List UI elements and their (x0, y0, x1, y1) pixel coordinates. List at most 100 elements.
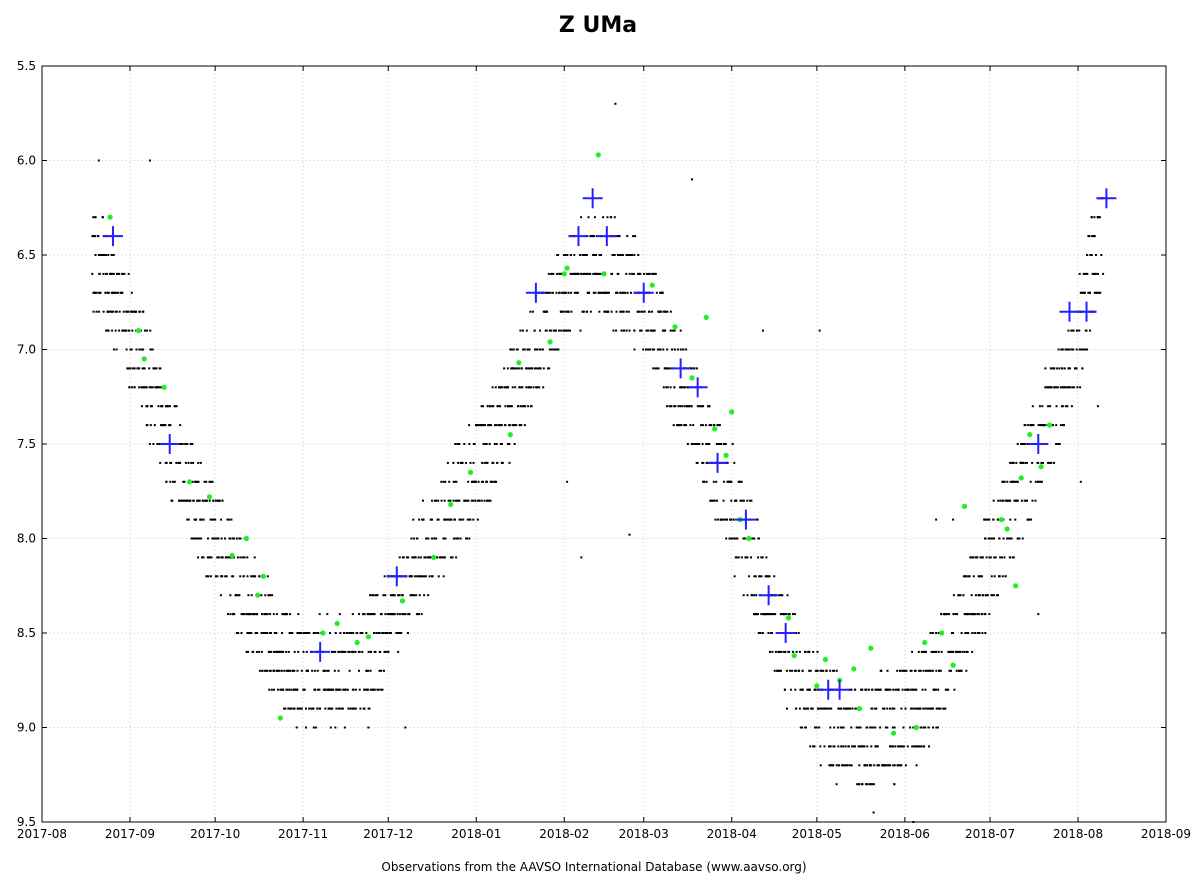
visual-observation-point (986, 556, 988, 558)
visual-observation-point (379, 651, 381, 653)
visual-observation-point (285, 689, 287, 691)
visual-observation-point (967, 613, 969, 615)
visual-observation-point (870, 764, 872, 766)
visual-observation-point (854, 708, 856, 710)
visual-observation-point (379, 670, 381, 672)
visual-observation-point (496, 443, 498, 445)
visual-observation-point (375, 651, 377, 653)
visual-observation-point (1006, 538, 1008, 540)
visual-observation-point (1090, 254, 1092, 256)
visual-observation-point (999, 556, 1001, 558)
visual-observation-point (271, 594, 273, 596)
visual-observation-point (468, 424, 470, 426)
visual-observation-point (879, 689, 881, 691)
visual-observation-point (355, 689, 357, 691)
visual-observation-point (818, 708, 820, 710)
visual-observation-point (873, 764, 875, 766)
visual-observation-point (880, 670, 882, 672)
visual-observation-point (981, 632, 983, 634)
visual-observation-point (840, 708, 842, 710)
visual-observation-point (702, 424, 704, 426)
visual-observation-point (932, 632, 934, 634)
visual-observation-point (256, 632, 258, 634)
visual-observation-point (457, 538, 459, 540)
visual-observation-point (156, 386, 158, 388)
visual-observation-point (368, 651, 370, 653)
visual-observation-point (757, 519, 759, 521)
visual-observation-point (994, 575, 996, 577)
visual-observation-point (440, 481, 442, 483)
visual-observation-point (988, 613, 990, 615)
visual-observation-point (658, 367, 660, 369)
visual-observation-point (796, 651, 798, 653)
visual-observation-point (539, 367, 541, 369)
x-tick-label: 2017-11 (278, 827, 328, 841)
visual-observation-point (363, 689, 365, 691)
visual-observation-point (654, 367, 656, 369)
visual-observation-point (741, 500, 743, 502)
visual-observation-point (150, 405, 152, 407)
visual-observation-point (657, 349, 659, 351)
visual-observation-point (1073, 386, 1075, 388)
visual-observation-point (790, 689, 792, 691)
visual-observation-point (293, 708, 295, 710)
visual-observation-point (1100, 254, 1102, 256)
visual-observation-point (670, 405, 672, 407)
visual-observation-point (340, 689, 342, 691)
visual-observation-point (932, 708, 934, 710)
visual-observation-point (384, 594, 386, 596)
visual-observation-point (197, 481, 199, 483)
visual-observation-point (218, 556, 220, 558)
visual-observation-point (874, 727, 876, 729)
visual-observation-point (840, 745, 842, 747)
visual-observation-point (614, 103, 616, 105)
visual-observation-point (643, 273, 645, 275)
visual-observation-point (726, 519, 728, 521)
visual-observation-point (936, 708, 938, 710)
visual-observation-point (847, 745, 849, 747)
visual-observation-point (224, 575, 226, 577)
visual-observation-point (736, 556, 738, 558)
visual-observation-point (507, 367, 509, 369)
visual-observation-point (529, 349, 531, 351)
visual-observation-point (851, 764, 853, 766)
visual-observation-point (868, 689, 870, 691)
visual-observation-point (103, 311, 105, 313)
visual-observation-point (957, 594, 959, 596)
visual-observation-point (947, 689, 949, 691)
visual-observation-point (398, 632, 400, 634)
visual-observation-point (845, 745, 847, 747)
visual-observation-point (651, 273, 653, 275)
visual-observation-point (413, 594, 415, 596)
visual-observation-point (854, 689, 856, 691)
visual-observation-point (444, 538, 446, 540)
visual-observation-point (431, 575, 433, 577)
visual-observation-point (399, 613, 401, 615)
visual-observation-point (648, 311, 650, 313)
visual-observation-point (619, 254, 621, 256)
visual-observation-point (599, 273, 601, 275)
visual-observation-point (978, 575, 980, 577)
visual-observation-point (526, 367, 528, 369)
visual-observation-point (263, 632, 265, 634)
visual-observation-point (1071, 405, 1073, 407)
visual-observation-point (984, 613, 986, 615)
visual-observation-point (1017, 500, 1019, 502)
visual-observation-point (421, 613, 423, 615)
green-observation-point (891, 731, 896, 736)
visual-observation-point (123, 311, 125, 313)
visual-observation-point (418, 575, 420, 577)
visual-observation-point (1027, 519, 1029, 521)
visual-observation-point (629, 534, 631, 536)
visual-observation-point (646, 330, 648, 332)
visual-observation-point (769, 575, 771, 577)
visual-observation-point (435, 500, 437, 502)
visual-observation-point (774, 670, 776, 672)
green-observation-point (400, 598, 405, 603)
visual-observation-point (626, 235, 628, 237)
visual-observation-point (979, 594, 981, 596)
visual-observation-point (407, 556, 409, 558)
visual-observation-point (107, 254, 109, 256)
visual-observation-point (503, 367, 505, 369)
visual-observation-point (131, 367, 133, 369)
